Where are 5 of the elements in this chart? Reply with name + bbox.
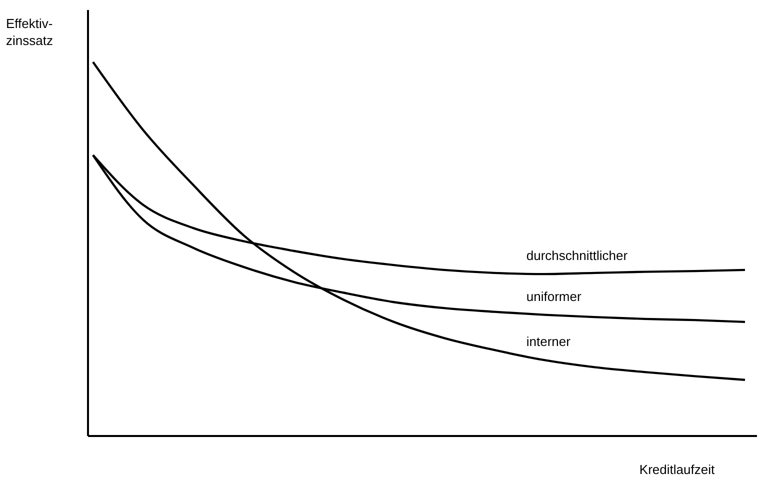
series-label: durchschnittlicher xyxy=(526,248,628,264)
x-axis-title: Kreditlaufzeit xyxy=(639,462,715,477)
series-label: interner xyxy=(526,334,572,350)
series-label: uniformer xyxy=(526,288,582,304)
y-axis-title: Effektiv- zinssatz xyxy=(6,16,53,48)
